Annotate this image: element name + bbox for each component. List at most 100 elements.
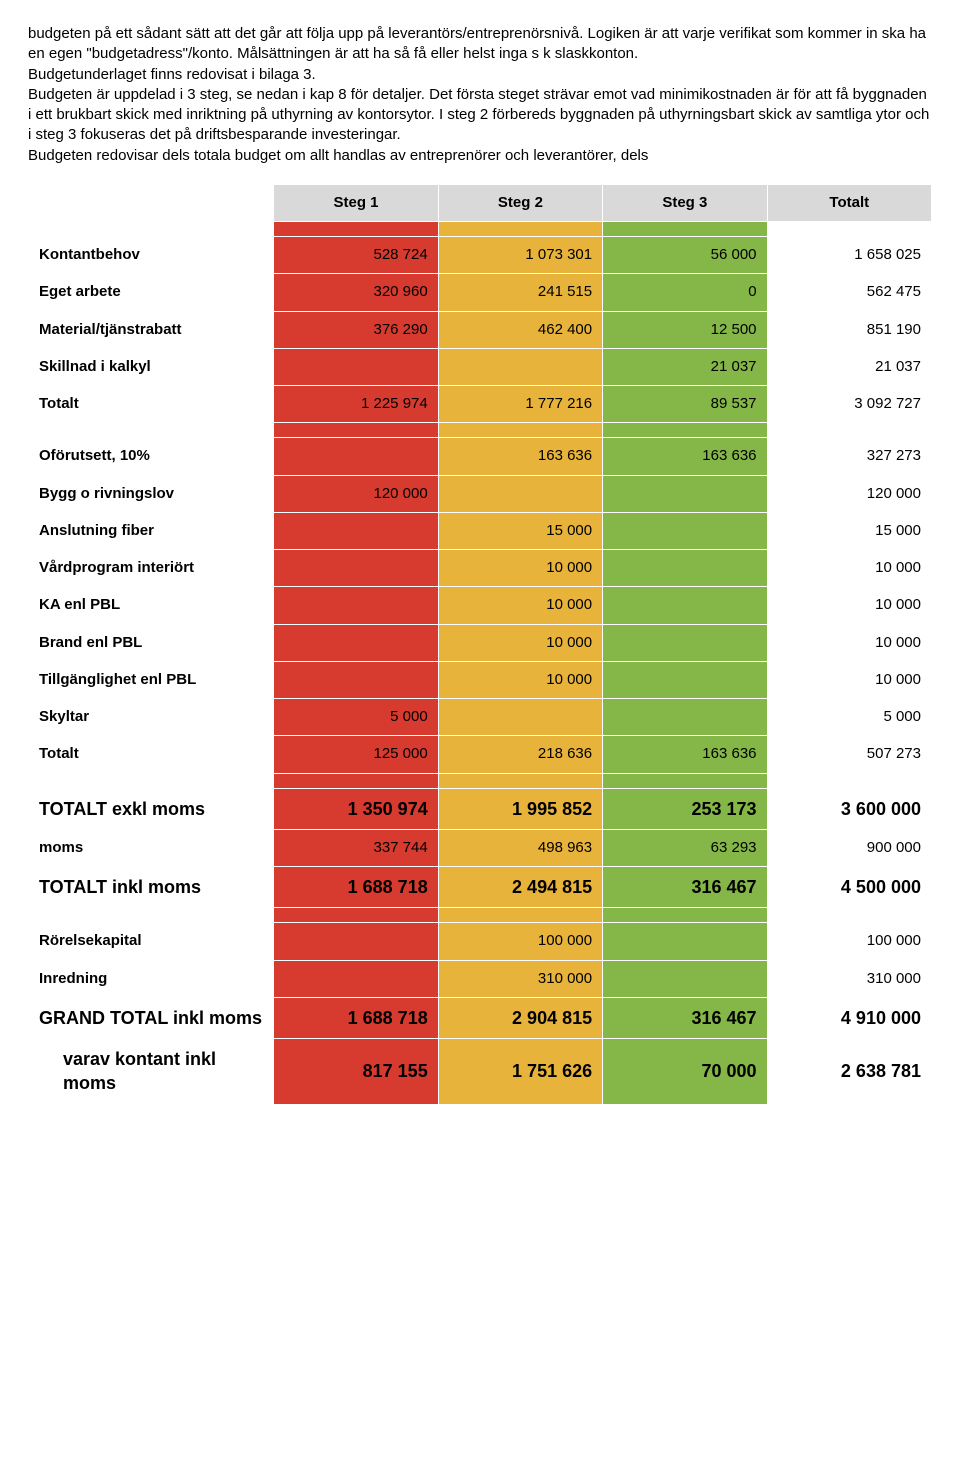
cell-total: 327 273 [767,438,931,475]
cell-value: 498 963 [438,829,602,866]
row-label: Kontantbehov [29,237,274,274]
cell-value: 310 000 [438,960,602,997]
row-label: Skyltar [29,699,274,736]
table-row: moms337 744498 96363 293900 000 [29,829,932,866]
cell-value: 0 [603,274,767,311]
header-blank [29,184,274,221]
row-label: Anslutning fiber [29,512,274,549]
row-label: KA enl PBL [29,587,274,624]
cell-value [603,512,767,549]
table-row: Bygg o rivningslov120 000120 000 [29,475,932,512]
cell-value: 1 995 852 [438,788,602,829]
cell-value: 1 751 626 [438,1039,602,1105]
cell-total: 100 000 [767,923,931,960]
cell-value [603,699,767,736]
cell-total: 4 500 000 [767,867,931,908]
table-row: Skillnad i kalkyl 21 03721 037 [29,348,932,385]
row-label: moms [29,829,274,866]
cell-value: 120 000 [274,475,438,512]
cell-value: 2 904 815 [438,997,602,1038]
header-steg3: Steg 3 [603,184,767,221]
row-label: Oförutsett, 10% [29,438,274,475]
row-label: Brand enl PBL [29,624,274,661]
cell-value [274,512,438,549]
cell-value: 817 155 [274,1039,438,1105]
cell-value [603,475,767,512]
cell-value [603,661,767,698]
cell-total: 10 000 [767,587,931,624]
row-label: Totalt [29,386,274,423]
cell-value: 70 000 [603,1039,767,1105]
row-label: GRAND TOTAL inkl moms [29,997,274,1038]
cell-value [274,348,438,385]
row-label: Totalt [29,736,274,773]
row-label: Rörelsekapital [29,923,274,960]
cell-value [438,475,602,512]
cell-total: 851 190 [767,311,931,348]
header-steg2: Steg 2 [438,184,602,221]
table-row: GRAND TOTAL inkl moms1 688 7182 904 8153… [29,997,932,1038]
cell-value: 163 636 [603,438,767,475]
table-row: Inredning 310 000 310 000 [29,960,932,997]
cell-total: 1 658 025 [767,237,931,274]
cell-value [274,550,438,587]
cell-value [274,438,438,475]
cell-value: 253 173 [603,788,767,829]
table-row: TOTALT inkl moms1 688 7182 494 815316 46… [29,867,932,908]
cell-value: 2 494 815 [438,867,602,908]
spacer-row [29,423,932,438]
cell-value: 1 688 718 [274,997,438,1038]
header-totalt: Totalt [767,184,931,221]
cell-value: 12 500 [603,311,767,348]
cell-total: 3 092 727 [767,386,931,423]
cell-total: 3 600 000 [767,788,931,829]
cell-value: 89 537 [603,386,767,423]
cell-value: 21 037 [603,348,767,385]
cell-value: 241 515 [438,274,602,311]
row-label: Eget arbete [29,274,274,311]
spacer-row [29,773,932,788]
row-label: Inredning [29,960,274,997]
row-label: Material/tjänstrabatt [29,311,274,348]
cell-value: 1 777 216 [438,386,602,423]
table-row: Totalt125 000218 636163 636507 273 [29,736,932,773]
cell-value: 10 000 [438,587,602,624]
cell-value: 462 400 [438,311,602,348]
cell-value: 100 000 [438,923,602,960]
cell-value: 528 724 [274,237,438,274]
cell-value: 125 000 [274,736,438,773]
cell-value [603,960,767,997]
cell-total: 10 000 [767,550,931,587]
table-row: Oförutsett, 10%163 636163 636327 273 [29,438,932,475]
spacer-row [29,908,932,923]
cell-total: 310 000 [767,960,931,997]
cell-value: 15 000 [438,512,602,549]
table-row: Rörelsekapital 100 000 100 000 [29,923,932,960]
cell-value: 10 000 [438,624,602,661]
row-label: Tillgänglighet enl PBL [29,661,274,698]
cell-value: 10 000 [438,661,602,698]
cell-value: 163 636 [603,736,767,773]
row-label: Bygg o rivningslov [29,475,274,512]
cell-value: 1 350 974 [274,788,438,829]
cell-total: 15 000 [767,512,931,549]
cell-value: 316 467 [603,867,767,908]
cell-value: 5 000 [274,699,438,736]
row-label: TOTALT inkl moms [29,867,274,908]
cell-value [438,699,602,736]
cell-value [274,587,438,624]
table-row: Anslutning fiber 15 000 15 000 [29,512,932,549]
cell-total: 21 037 [767,348,931,385]
cell-value: 376 290 [274,311,438,348]
cell-value: 316 467 [603,997,767,1038]
table-row: Tillgänglighet enl PBL 10 000 10 000 [29,661,932,698]
cell-value: 1 073 301 [438,237,602,274]
row-label: Skillnad i kalkyl [29,348,274,385]
cell-value [274,960,438,997]
cell-value: 163 636 [438,438,602,475]
cell-total: 900 000 [767,829,931,866]
cell-value [274,624,438,661]
cell-value [438,348,602,385]
table-row: Vårdprogram interiört10 00010 000 [29,550,932,587]
cell-total: 10 000 [767,661,931,698]
